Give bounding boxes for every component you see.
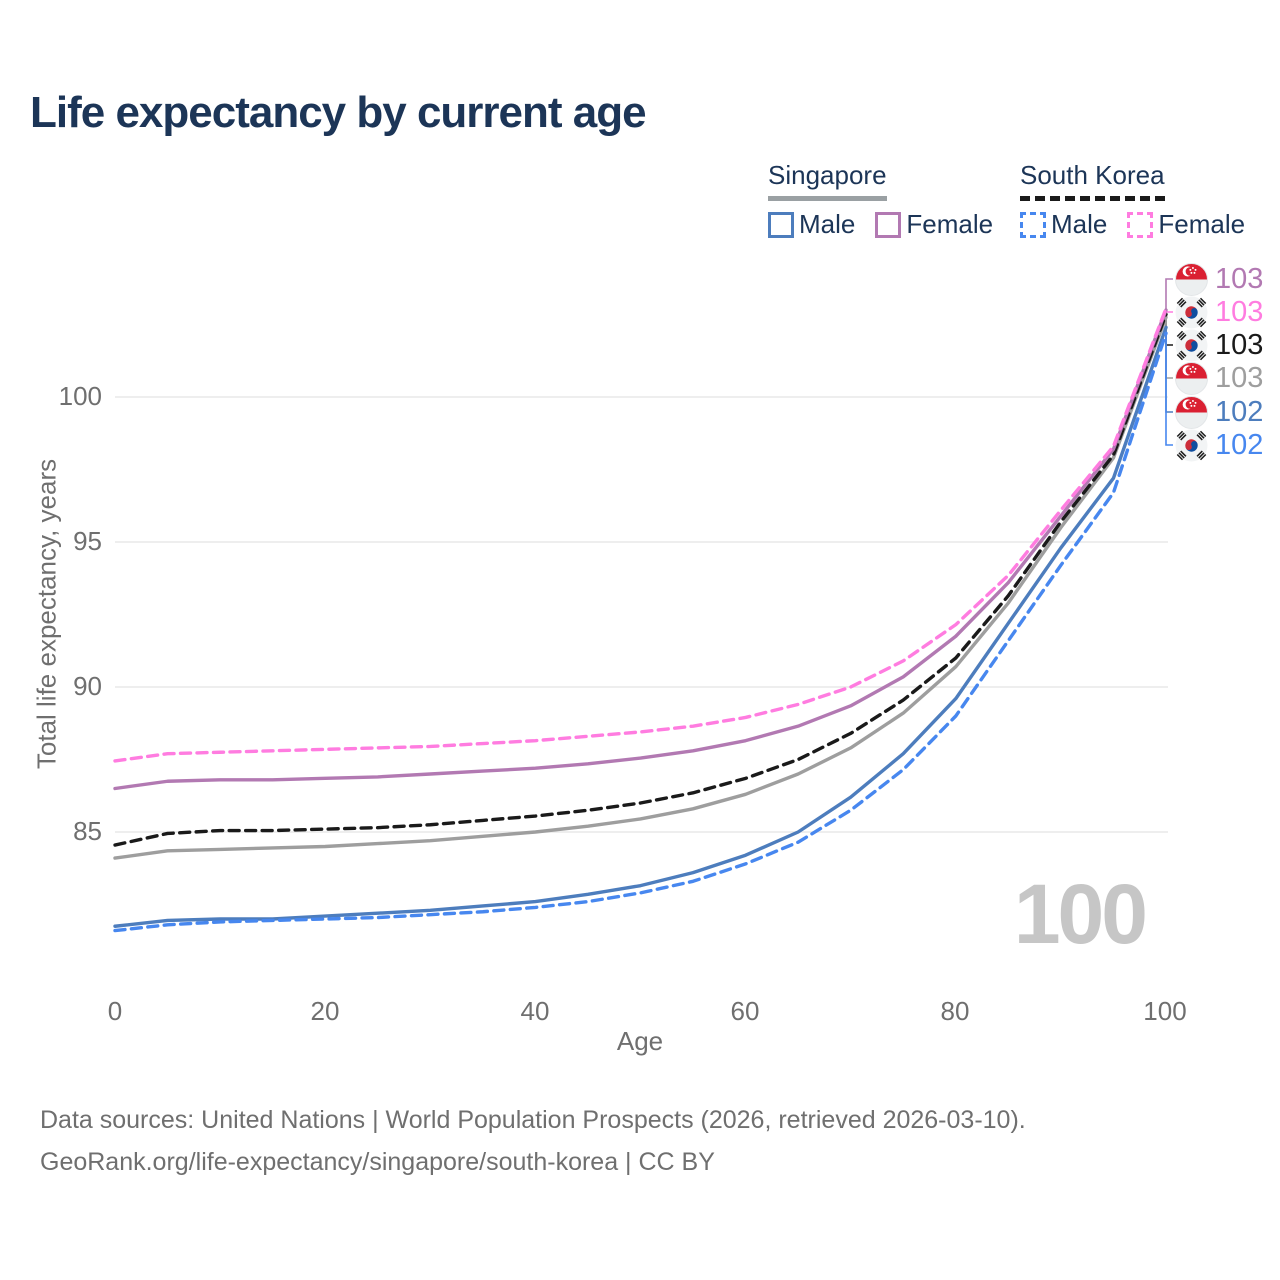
legend-label: Female	[1158, 209, 1246, 239]
legend-label: Male	[799, 209, 856, 239]
line-singapore-male	[113, 325, 1168, 928]
page-title: Life expectancy by current age	[30, 88, 647, 137]
end-value: 103	[1215, 361, 1264, 394]
y-tick-95: 95	[73, 526, 102, 556]
end-label-connector-singapore-female	[1165, 278, 1173, 310]
legend-country-singapore: Singapore	[768, 160, 887, 201]
end-value: 103	[1215, 262, 1264, 295]
end-label-south-korea-female: 103	[1175, 295, 1263, 329]
legend-label: Male	[1051, 209, 1108, 239]
data-sources-text: Data sources: United Nations | World Pop…	[40, 1106, 1026, 1134]
south-korea-flag-icon	[1175, 429, 1208, 461]
legend-item-singapore-male[interactable]: Male	[768, 209, 855, 240]
x-tick-0: 0	[107, 996, 123, 1026]
singapore-flag-icon	[1175, 263, 1208, 296]
attribution-link-text[interactable]: GeoRank.org/life-expectancy/singapore/so…	[40, 1148, 715, 1176]
south-korea-flag-icon	[1175, 296, 1208, 328]
end-label-south-korea-male: 102	[1175, 428, 1263, 462]
south-korea-male-swatch-icon	[1020, 211, 1046, 238]
x-tick-20: 20	[310, 996, 340, 1026]
end-label-south-korea-all: 103	[1175, 328, 1263, 362]
singapore-flag-icon	[1175, 362, 1208, 395]
legend-country-south-korea: South Korea	[1020, 160, 1165, 201]
legend-item-south-korea-male[interactable]: Male	[1020, 209, 1107, 240]
age-counter-watermark: 100	[1013, 867, 1148, 961]
legend-row-south-korea: Male Female	[1020, 209, 1245, 240]
y-tick-100: 100	[58, 381, 102, 411]
singapore-female-swatch-icon	[875, 211, 902, 238]
x-tick-80: 80	[940, 996, 970, 1026]
legend-group-south-korea: South Korea Male Female	[1020, 160, 1245, 240]
line-south-korea-female	[113, 306, 1168, 763]
legend-label: Female	[906, 209, 994, 239]
south-korea-flag-icon	[1175, 329, 1208, 361]
y-tick-85: 85	[73, 816, 102, 846]
singapore-male-swatch-icon	[768, 211, 794, 238]
y-tick-90: 90	[73, 671, 102, 701]
line-south-korea-male	[113, 331, 1168, 933]
x-tick-100: 100	[1143, 996, 1187, 1026]
end-label-singapore-all: 103	[1175, 361, 1263, 395]
end-label-connector-singapore-male	[1165, 327, 1173, 413]
end-value: 103	[1215, 328, 1264, 361]
end-label-singapore-male: 102	[1175, 395, 1263, 429]
legend-item-singapore-female[interactable]: Female	[875, 209, 993, 240]
y-axis-title: Total life expectancy, years	[31, 458, 62, 770]
line-south-korea-all	[113, 312, 1168, 847]
end-value: 103	[1215, 295, 1264, 328]
legend-item-south-korea-female[interactable]: Female	[1127, 209, 1245, 240]
end-value: 102	[1215, 428, 1264, 461]
end-label-singapore-female: 103	[1175, 262, 1263, 296]
end-value: 102	[1215, 395, 1264, 428]
singapore-flag-icon	[1175, 396, 1208, 429]
line-singapore-female	[113, 308, 1168, 791]
south-korea-female-swatch-icon	[1127, 211, 1154, 238]
x-tick-60: 60	[730, 996, 760, 1026]
x-tick-40: 40	[520, 996, 550, 1026]
legend-group-singapore: Singapore Male Female	[768, 160, 993, 240]
legend-row-singapore: Male Female	[768, 209, 993, 240]
line-singapore-all	[113, 315, 1168, 860]
x-axis-title: Age	[616, 1026, 664, 1056]
end-label-connector-south-korea-male	[1165, 333, 1173, 446]
